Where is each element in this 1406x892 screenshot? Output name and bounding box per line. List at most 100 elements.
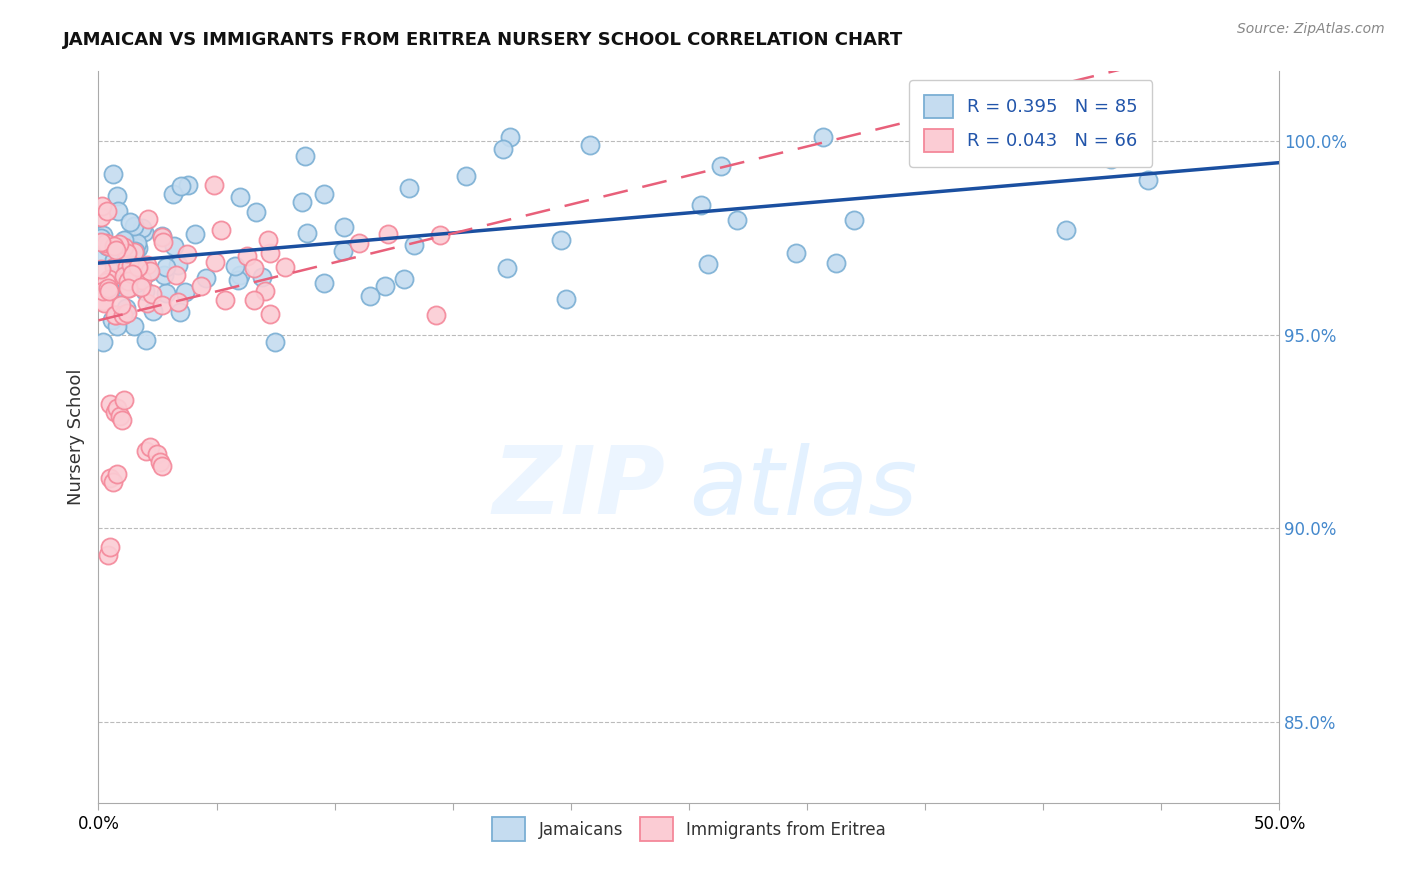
Point	[125, 236, 148, 251]
Point	[264, 335, 287, 350]
Point	[142, 304, 165, 318]
Point	[105, 467, 128, 481]
Point	[103, 253, 125, 268]
Point	[214, 293, 236, 307]
Point	[499, 130, 522, 145]
Point	[1099, 152, 1122, 166]
Point	[155, 285, 177, 300]
Point	[1083, 134, 1105, 148]
Point	[91, 248, 114, 262]
Point	[107, 319, 129, 334]
Point	[456, 169, 478, 183]
Point	[139, 440, 162, 454]
Point	[785, 245, 807, 260]
Point	[554, 292, 576, 306]
Legend: Jamaicans, Immigrants from Eritrea: Jamaicans, Immigrants from Eritrea	[484, 809, 894, 849]
Point	[844, 213, 866, 227]
Point	[402, 237, 425, 252]
Point	[107, 204, 129, 219]
Point	[374, 279, 396, 293]
Point	[176, 247, 198, 261]
Point	[112, 233, 135, 247]
Point	[169, 304, 191, 318]
Point	[124, 276, 146, 290]
Text: Source: ZipAtlas.com: Source: ZipAtlas.com	[1237, 22, 1385, 37]
Point	[138, 263, 160, 277]
Point	[91, 228, 114, 243]
Point	[115, 260, 138, 274]
Point	[183, 227, 205, 242]
Point	[96, 235, 118, 250]
Point	[138, 265, 160, 279]
Text: ZIP: ZIP	[492, 442, 665, 534]
Point	[578, 137, 600, 152]
Point	[347, 236, 370, 251]
Point	[96, 239, 118, 253]
Point	[96, 276, 118, 290]
Point	[97, 239, 120, 253]
Point	[110, 298, 132, 312]
Point	[121, 267, 143, 281]
Point	[90, 199, 112, 213]
Point	[259, 245, 281, 260]
Point	[425, 308, 447, 322]
Point	[333, 219, 356, 234]
Point	[259, 307, 281, 321]
Point	[169, 178, 191, 193]
Point	[243, 293, 266, 308]
Point	[550, 233, 572, 247]
Point	[101, 475, 124, 489]
Point	[90, 235, 112, 250]
Point	[115, 306, 138, 320]
Point	[824, 255, 846, 269]
Point	[112, 269, 135, 284]
Point	[155, 260, 177, 275]
Point	[122, 219, 145, 234]
Text: JAMAICAN VS IMMIGRANTS FROM ERITREA NURSERY SCHOOL CORRELATION CHART: JAMAICAN VS IMMIGRANTS FROM ERITREA NURS…	[63, 31, 904, 49]
Point	[97, 281, 120, 295]
Point	[101, 313, 124, 327]
Point	[245, 205, 267, 219]
Point	[291, 194, 314, 209]
Point	[129, 280, 152, 294]
Point	[117, 274, 139, 288]
Point	[149, 455, 172, 469]
Point	[118, 265, 141, 279]
Point	[295, 226, 318, 240]
Point	[91, 284, 114, 298]
Point	[105, 401, 128, 415]
Point	[398, 181, 420, 195]
Point	[332, 244, 354, 258]
Point	[98, 471, 121, 485]
Point	[135, 258, 157, 272]
Point	[108, 236, 131, 251]
Point	[209, 223, 232, 237]
Point	[115, 233, 138, 247]
Point	[177, 178, 200, 192]
Point	[131, 273, 153, 287]
Point	[112, 308, 135, 322]
Point	[103, 260, 125, 275]
Point	[127, 260, 149, 275]
Point	[124, 244, 146, 259]
Point	[110, 280, 132, 294]
Point	[710, 159, 733, 173]
Point	[118, 281, 141, 295]
Point	[725, 212, 748, 227]
Point	[114, 253, 136, 268]
Point	[117, 281, 139, 295]
Point	[194, 271, 217, 285]
Point	[204, 254, 226, 268]
Point	[811, 130, 834, 145]
Point	[90, 262, 112, 277]
Point	[97, 272, 120, 286]
Point	[90, 210, 112, 224]
Point	[252, 270, 274, 285]
Point	[190, 279, 212, 293]
Point	[224, 260, 246, 274]
Point	[141, 286, 163, 301]
Point	[163, 238, 186, 252]
Point	[254, 284, 277, 298]
Point	[97, 548, 120, 562]
Point	[294, 149, 316, 163]
